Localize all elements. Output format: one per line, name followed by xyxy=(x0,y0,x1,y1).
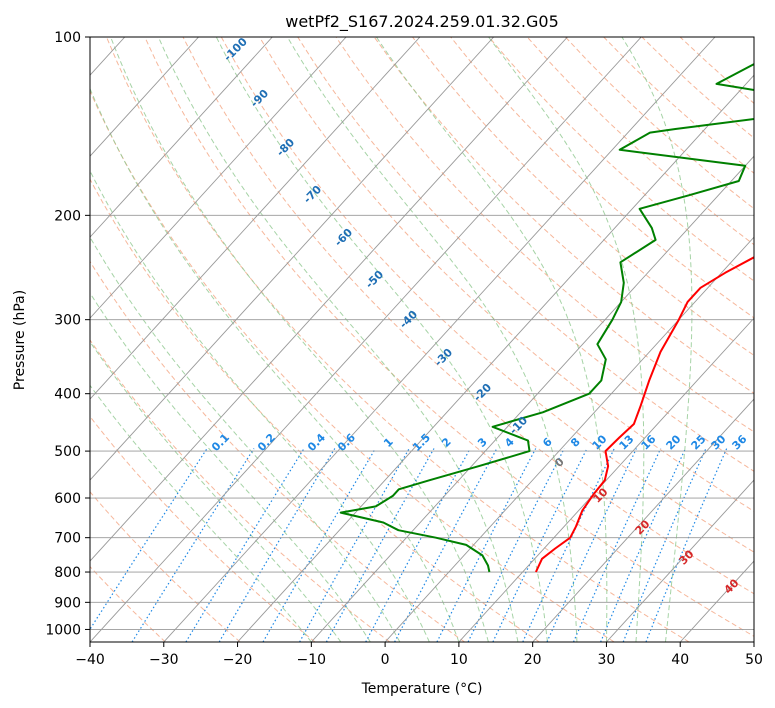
mixing-ratio-line xyxy=(90,448,208,631)
mixing-ratio-line xyxy=(522,448,615,642)
isotherm-line xyxy=(90,37,421,400)
dry-adiabat-line xyxy=(90,565,166,642)
y-tick-label: 300 xyxy=(54,313,81,329)
isotherm-line xyxy=(90,37,199,157)
y-axis-title: Pressure (hPa) xyxy=(12,290,28,390)
moist-adiabat-line xyxy=(90,384,312,642)
x-tick-label: −10 xyxy=(297,652,327,668)
sounding-series xyxy=(339,63,754,573)
moist-adiabat-line xyxy=(621,37,693,642)
temperature-series-line xyxy=(534,256,754,573)
dry-adiabat-line xyxy=(259,37,754,512)
isotherm-line xyxy=(90,37,347,319)
dry-adiabat-line xyxy=(144,37,754,637)
dry-adiabat-line xyxy=(90,178,540,642)
dry-adiabat-line xyxy=(90,339,391,642)
isotherm-line xyxy=(311,155,754,642)
dry-adiabat-line xyxy=(90,415,316,642)
dry-adiabat-line xyxy=(220,37,754,553)
plot-frame xyxy=(89,36,755,643)
mixing-ratio-line xyxy=(436,448,537,642)
moist-adiabat-line xyxy=(110,37,489,642)
chart-title: wetPf2_S167.2024.259.01.32.G05 xyxy=(285,12,559,32)
x-tick-label: 50 xyxy=(745,652,763,668)
x-tick-label: 20 xyxy=(524,652,542,668)
isotherm-line xyxy=(606,479,754,642)
moist-adiabat-line xyxy=(90,87,460,642)
x-tick-label: −30 xyxy=(149,652,179,668)
dry-adiabats xyxy=(90,37,754,642)
dry-adiabat-line xyxy=(297,37,754,472)
moist-adiabat-line xyxy=(90,341,342,642)
moist-adiabat-line xyxy=(157,37,519,642)
y-axis: 100 200 300 400 500 600 700 800 900 1000 xyxy=(45,30,90,638)
dewpoint-series-line xyxy=(339,63,754,573)
dry-adiabat-line xyxy=(335,37,754,433)
isotherm-line xyxy=(384,236,754,642)
y-tick-label: 1000 xyxy=(45,622,81,638)
x-axis-title: Temperature (°C) xyxy=(361,681,483,697)
moist-adiabat-line xyxy=(90,236,401,642)
mixing-ratio-line xyxy=(546,448,637,642)
dry-adiabat-line xyxy=(450,37,754,319)
isotherms xyxy=(90,37,754,642)
y-tick-label: 500 xyxy=(54,444,81,460)
isotherm-line xyxy=(90,37,568,562)
mixing-ratio-line xyxy=(185,448,305,642)
isotherm-line xyxy=(163,37,716,642)
y-tick-label: 900 xyxy=(54,595,81,611)
isotherm-line xyxy=(458,317,754,642)
isotherm-line xyxy=(90,37,273,238)
x-tick-label: −40 xyxy=(75,652,105,668)
pressure-gridlines xyxy=(90,37,754,630)
dry-adiabat-line xyxy=(412,37,754,356)
moist-adiabat-line xyxy=(375,37,608,642)
dry-adiabat-line xyxy=(90,89,615,642)
moist-adiabat-line xyxy=(90,292,371,642)
mixing-ratio-line xyxy=(262,448,376,642)
mixing-ratio-line xyxy=(394,448,498,642)
x-tick-label: 0 xyxy=(381,652,390,668)
x-tick-label: 10 xyxy=(450,652,468,668)
isotherm-line xyxy=(237,74,754,642)
y-tick-label: 400 xyxy=(54,387,81,403)
y-tick-label: 100 xyxy=(54,30,81,46)
moist-adiabats xyxy=(90,37,693,642)
moist-adiabat-line xyxy=(90,169,430,642)
mixing-ratio-line xyxy=(365,448,471,642)
y-tick-label: 600 xyxy=(54,491,81,507)
isotherm-line xyxy=(90,37,495,481)
dry-adiabat-line xyxy=(90,260,465,642)
moist-adiabat-line xyxy=(488,37,645,642)
x-tick-label: −20 xyxy=(223,652,253,668)
mixing-ratio-line xyxy=(622,448,707,642)
moist-adiabat-line xyxy=(286,37,578,642)
x-axis: −40 −30 −20 −10 0 10 20 30 40 50 xyxy=(75,642,763,668)
y-tick-label: 200 xyxy=(54,208,81,224)
x-tick-label: 30 xyxy=(598,652,616,668)
y-tick-label: 700 xyxy=(54,531,81,547)
moist-adiabat-line xyxy=(215,37,548,642)
isotherm-line xyxy=(532,398,754,642)
y-tick-label: 800 xyxy=(54,565,81,581)
x-tick-label: 40 xyxy=(671,652,689,668)
isotherm-line xyxy=(90,37,642,642)
